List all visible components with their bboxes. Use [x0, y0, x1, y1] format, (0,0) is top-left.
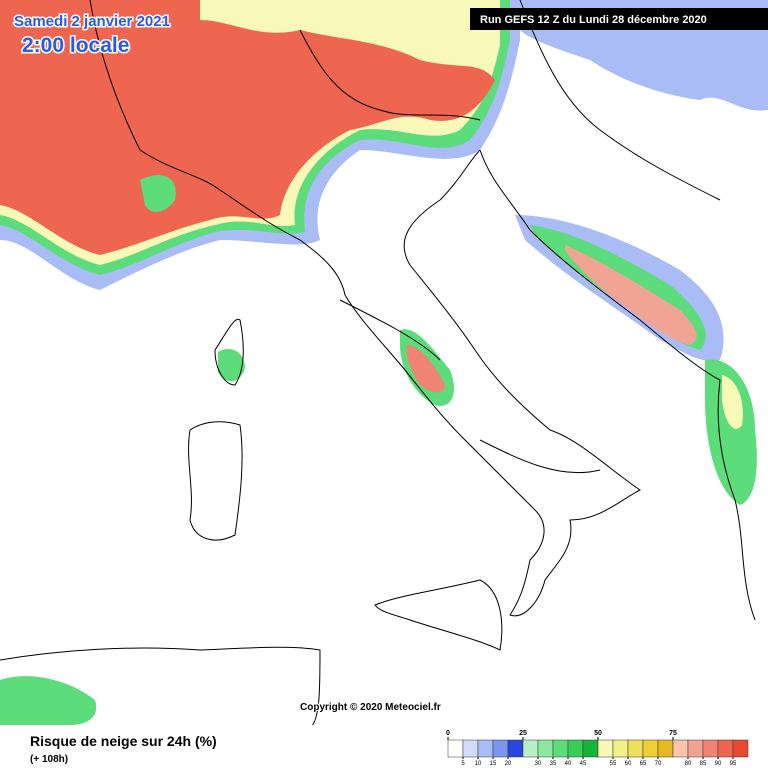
legend-tick-label: 50	[594, 730, 602, 737]
legend-swatch	[657, 739, 674, 758]
legend-swatch	[642, 739, 659, 758]
run-label: Run GEFS 12 Z du Lundi 28 décembre 2020	[480, 14, 707, 26]
legend-swatch	[597, 739, 614, 758]
legend-swatch	[717, 739, 734, 758]
lead-time: (+ 108h)	[30, 754, 68, 765]
legend-tick-label: 85	[700, 761, 707, 767]
legend-tick-label: 55	[610, 761, 617, 767]
legend-tick-label: 80	[685, 761, 692, 767]
legend: 0 25 50 75 5 10 15 20 30 35 40 45 55 60 65 70 80 85 90 95	[446, 730, 749, 767]
legend-tick-label: 10	[475, 761, 482, 767]
run-banner	[470, 8, 768, 30]
legend-tick-label: 95	[730, 761, 737, 767]
legend-swatch	[732, 739, 749, 758]
copyright: Copyright © 2020 Meteociel.fr	[300, 702, 441, 713]
legend-swatch	[537, 739, 554, 758]
legend-swatch	[552, 739, 569, 758]
product-title: Risque de neige sur 24h (%)	[30, 733, 217, 749]
legend-tick-label: 40	[565, 761, 572, 767]
legend-swatch	[627, 739, 644, 758]
legend-tick-label: 30	[535, 761, 542, 767]
legend-tick-label: 90	[715, 761, 722, 767]
legend-tick-label: 25	[519, 730, 527, 737]
date-label: Samedi 2 janvier 2021	[14, 13, 170, 30]
legend-swatch	[702, 739, 719, 758]
time-label: 2:00 locale	[22, 34, 129, 57]
legend-tick-label: 35	[550, 761, 557, 767]
legend-swatch	[447, 739, 464, 758]
legend-swatch	[477, 739, 494, 758]
legend-swatch	[672, 739, 689, 758]
legend-swatch	[582, 739, 599, 758]
snow-areas	[0, 0, 768, 725]
legend-tick-label: 15	[490, 761, 497, 767]
legend-swatch	[492, 739, 509, 758]
legend-tick-label: 0	[446, 730, 450, 737]
legend-swatch	[612, 739, 629, 758]
legend-swatch	[462, 739, 479, 758]
coastlines	[0, 0, 756, 729]
legend-tick-label: 5	[461, 761, 465, 767]
legend-tick-label: 70	[655, 761, 662, 767]
legend-swatch	[522, 739, 539, 758]
legend-swatch	[567, 739, 584, 758]
legend-swatch	[687, 739, 704, 758]
legend-tick-label: 60	[625, 761, 632, 767]
legend-tick-label: 65	[640, 761, 647, 767]
legend-tick-label: 45	[580, 761, 587, 767]
legend-tick-label: 20	[505, 761, 512, 767]
legend-tick-label: 75	[669, 730, 677, 737]
legend-swatch	[507, 739, 524, 758]
